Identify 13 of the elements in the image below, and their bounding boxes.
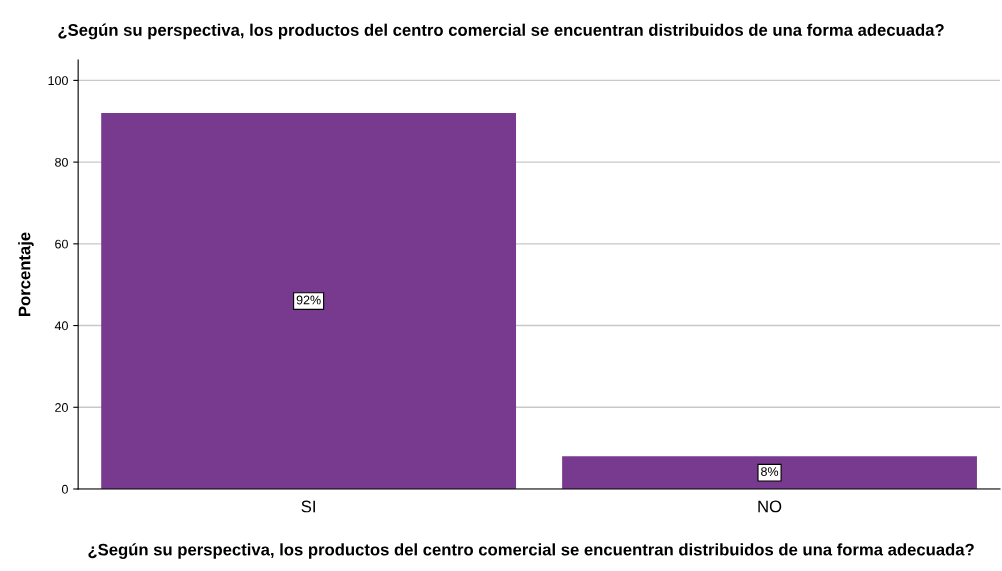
- y-tick-label: 0: [61, 484, 68, 494]
- y-axis-title: Porcentaje: [18, 232, 34, 316]
- data-label: 8%: [761, 467, 779, 477]
- x-axis-title: ¿Según su perspectiva, los productos del centro comercial se encuentran distribuidos de una forma adecuada?: [88, 543, 974, 559]
- y-tick-label: 100: [48, 76, 68, 86]
- y-tick-label: 40: [54, 321, 68, 331]
- chart-title: ¿Según su perspectiva, los productos del centro comercial se encuentran distribuidos de una forma adecuada?: [58, 23, 944, 40]
- x-tick-label: SI: [301, 500, 315, 513]
- x-tick-label: NO: [758, 500, 782, 513]
- data-label: 92%: [296, 295, 321, 305]
- y-tick-label: 20: [55, 403, 68, 412]
- y-tick-label: 80: [55, 157, 68, 167]
- y-tick-label: 60: [55, 239, 68, 249]
